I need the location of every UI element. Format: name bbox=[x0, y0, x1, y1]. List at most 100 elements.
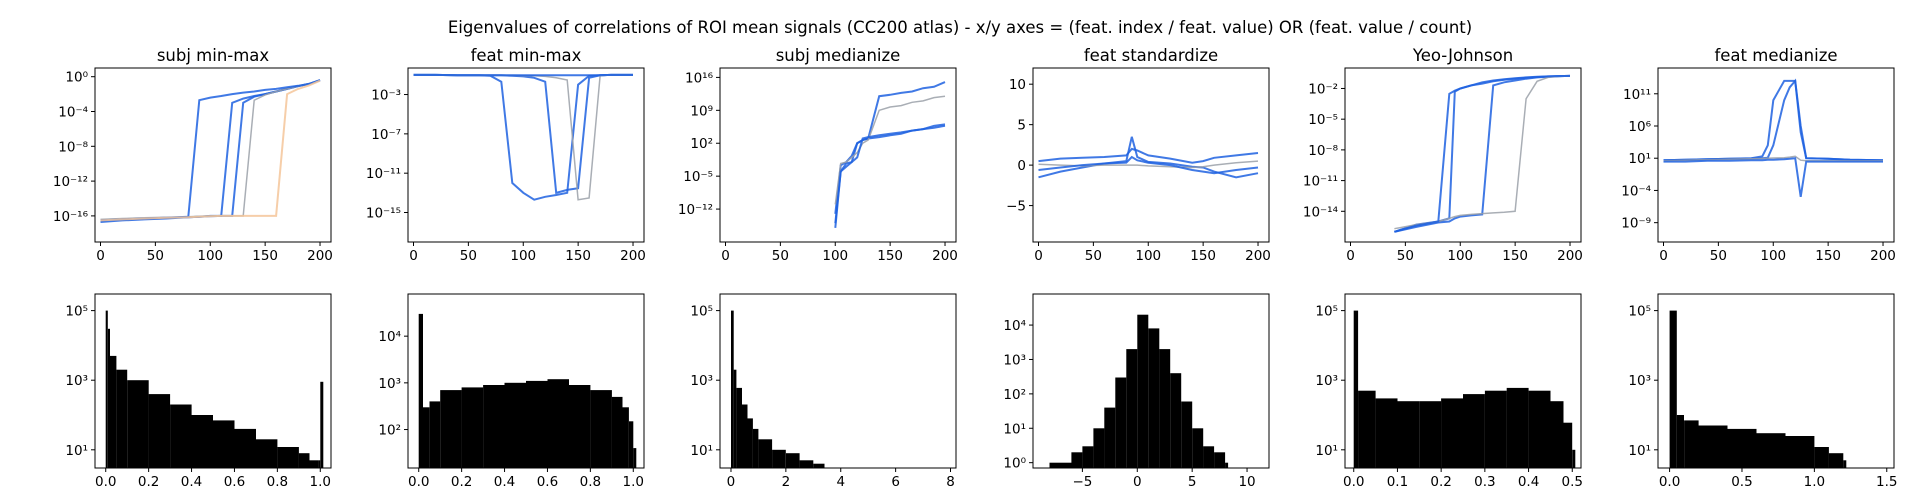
hist-bar bbox=[234, 428, 256, 468]
y-tick-label: 10⁻¹² bbox=[53, 174, 88, 190]
y-tick-label: 10⁻⁸ bbox=[58, 139, 88, 155]
hist-bar bbox=[1214, 452, 1226, 468]
series-line bbox=[834, 124, 946, 228]
x-tick-label: 50 bbox=[772, 248, 789, 264]
x-tick-label: 0 bbox=[1034, 248, 1043, 264]
axes-frame bbox=[719, 293, 957, 469]
x-tick-label: 0.8 bbox=[267, 474, 288, 490]
series-line bbox=[1038, 147, 1259, 164]
x-tick-label: 0.2 bbox=[451, 474, 472, 490]
hist-bar bbox=[1170, 373, 1182, 468]
hist-bar bbox=[110, 355, 117, 468]
series-line bbox=[1038, 136, 1259, 179]
hist-bar bbox=[170, 404, 192, 468]
y-tick-label: 10¹ bbox=[1628, 151, 1651, 167]
x-tick-label: 100 bbox=[197, 248, 223, 264]
y-tick-label: 10¹¹ bbox=[1623, 87, 1651, 103]
hist-bar bbox=[731, 310, 734, 468]
x-tick-label: 50 bbox=[147, 248, 164, 264]
x-tick-label: 50 bbox=[1710, 248, 1727, 264]
y-tick-label: 10⁻¹¹ bbox=[366, 166, 401, 182]
axes-frame bbox=[1032, 293, 1270, 469]
hist-bar bbox=[1126, 349, 1138, 468]
y-tick-label: 10⁻⁷ bbox=[371, 127, 401, 143]
x-tick-label: 200 bbox=[620, 248, 646, 264]
x-tick-label: 2 bbox=[782, 474, 791, 490]
y-tick-label: 10⁻⁴ bbox=[1621, 183, 1651, 199]
subplot-hist-4: −5 0 5 10 10⁴ 10³ 10² 10¹ 10⁰ bbox=[1003, 293, 1270, 490]
subplot-line-3: subj medianize 0 50 100 150 200 10¹⁶ 10⁹ 10² 10⁻⁵… bbox=[678, 46, 958, 264]
y-tick-label: 10⁻¹⁵ bbox=[366, 206, 401, 222]
hist-bar bbox=[733, 369, 737, 468]
x-tick-label: 0.8 bbox=[580, 474, 601, 490]
x-tick-label: 0 bbox=[409, 248, 418, 264]
series-line bbox=[1038, 155, 1259, 175]
x-tick-label: 0.0 bbox=[95, 474, 116, 490]
series-line bbox=[1663, 78, 1884, 162]
hist-bar bbox=[1843, 460, 1847, 468]
x-tick-label: 0.2 bbox=[138, 474, 159, 490]
hist-bar bbox=[1528, 390, 1551, 468]
hist-bar bbox=[590, 390, 612, 468]
plot-area bbox=[100, 79, 321, 223]
y-tick-label: 10¹ bbox=[1315, 443, 1338, 459]
hist-bar bbox=[504, 382, 526, 468]
x-tick-label: 200 bbox=[1245, 248, 1271, 264]
series-line bbox=[100, 79, 321, 222]
x-tick-label: 0 bbox=[727, 474, 736, 490]
hist-bar bbox=[1785, 436, 1815, 468]
y-tick-label: 10¹⁶ bbox=[685, 70, 713, 86]
hist-bar bbox=[1506, 387, 1529, 468]
x-tick-label: 5 bbox=[1188, 474, 1197, 490]
hist-bar bbox=[1727, 428, 1757, 468]
x-tick-label: 4 bbox=[836, 474, 845, 490]
axes-frame bbox=[94, 67, 332, 243]
x-tick-label: 6 bbox=[891, 474, 900, 490]
hist-bar bbox=[1082, 446, 1094, 468]
hist-bar bbox=[799, 460, 814, 468]
axes-frame bbox=[1657, 67, 1895, 243]
plot-area bbox=[418, 313, 637, 468]
x-tick-label: 8 bbox=[946, 474, 955, 490]
hist-bar bbox=[1550, 401, 1564, 468]
x-tick-label: 100 bbox=[510, 248, 536, 264]
y-tick-label: 10¹ bbox=[65, 443, 88, 459]
hist-bar bbox=[1049, 462, 1072, 468]
y-tick-label: 10³ bbox=[1628, 373, 1651, 389]
series-line bbox=[1394, 75, 1571, 230]
hist-bar bbox=[1159, 349, 1171, 468]
hist-bar bbox=[526, 380, 548, 468]
hist-bar bbox=[813, 463, 822, 468]
hist-bar bbox=[105, 310, 108, 468]
y-tick-label: 10² bbox=[690, 136, 713, 152]
hist-bar bbox=[148, 394, 171, 468]
x-tick-label: 10 bbox=[1238, 474, 1255, 490]
y-tick-label: 10⁻¹² bbox=[678, 202, 713, 218]
x-tick-label: 100 bbox=[1447, 248, 1473, 264]
series-line bbox=[1663, 157, 1883, 198]
x-tick-label: 50 bbox=[460, 248, 477, 264]
x-tick-label: 150 bbox=[1502, 248, 1528, 264]
x-tick-label: 0.5 bbox=[1731, 474, 1752, 490]
y-tick-label: 10³ bbox=[1315, 373, 1338, 389]
y-tick-label: 10 bbox=[1009, 77, 1026, 93]
hist-bar bbox=[423, 407, 430, 468]
x-tick-label: 0.3 bbox=[1474, 474, 1495, 490]
hist-bar bbox=[742, 404, 748, 468]
y-tick-label: −5 bbox=[1006, 199, 1026, 215]
hist-bar bbox=[107, 328, 110, 468]
axes-frame bbox=[1344, 293, 1582, 469]
y-tick-label: 10⁻⁵ bbox=[1308, 112, 1338, 128]
hist-bar bbox=[255, 439, 278, 468]
hist-bar bbox=[747, 418, 753, 468]
y-tick-label: 10⁻¹⁶ bbox=[53, 209, 88, 225]
x-tick-label: 0 bbox=[1659, 248, 1668, 264]
x-tick-label: 150 bbox=[1190, 248, 1216, 264]
subplot-hist-6: 0.0 0.5 1.0 1.5 10⁵ 10³ 10¹ bbox=[1628, 293, 1898, 490]
hist-bar bbox=[1676, 415, 1684, 468]
x-tick-label: 1.5 bbox=[1876, 474, 1897, 490]
x-tick-label: 200 bbox=[1870, 248, 1896, 264]
hist-bar bbox=[1397, 401, 1420, 468]
hist-bar bbox=[309, 460, 319, 468]
